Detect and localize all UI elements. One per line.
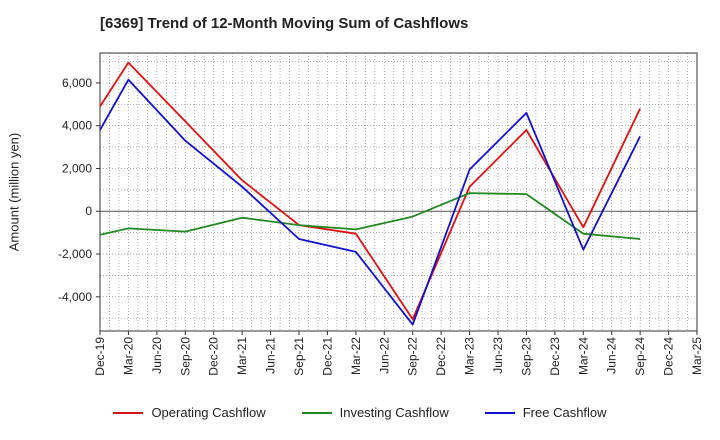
x-tick-label: Dec-20 [207,337,221,376]
series-line-investing [99,192,641,240]
x-tick-label: Dec-21 [320,337,334,376]
x-tick-label: Sep-24 [633,337,647,376]
legend-item-free: Free Cashflow [484,405,607,420]
legend-item-operating: Operating Cashflow [113,405,266,420]
legend-item-investing: Investing Cashflow [301,405,449,420]
x-tick-label: Jun-21 [264,337,278,374]
x-tick-label: Sep-23 [519,337,533,376]
chart-legend: Operating Cashflow Investing Cashflow Fr… [0,405,720,420]
x-tick-label: Mar-22 [349,337,363,375]
y-tick-label: 2,000 [62,161,92,175]
legend-label-free: Free Cashflow [522,405,607,420]
x-tick-label: Mar-25 [690,337,704,375]
x-tick-label: Jun-24 [605,337,619,374]
series-line-free [99,78,641,326]
x-tick-label: Sep-21 [292,337,306,376]
x-tick-label: Jun-22 [377,337,391,374]
y-tick-label: 0 [85,204,92,218]
legend-swatch-investing [301,411,332,414]
x-tick-label: Sep-20 [178,337,192,376]
chart-title: [6369] Trend of 12-Month Moving Sum of C… [100,15,469,32]
x-tick-label: Sep-22 [406,337,420,376]
x-tick-label: Dec-23 [548,337,562,376]
legend-label-operating: Operating Cashflow [151,405,266,420]
x-tick-label: Dec-22 [434,337,448,376]
legend-label-investing: Investing Cashflow [339,405,449,420]
x-tick-label: Dec-19 [93,337,107,376]
x-tick-label: Jun-20 [150,337,164,374]
x-tick-label: Mar-24 [576,337,590,375]
series-line-operating [99,61,641,321]
y-tick-label: -4,000 [58,290,92,304]
y-tick-label: 4,000 [62,119,92,133]
legend-swatch-operating [113,411,144,414]
x-tick-label: Mar-23 [463,337,477,375]
x-tick-label: Mar-21 [235,337,249,375]
x-tick-label: Mar-20 [121,337,135,375]
y-tick-label: -2,000 [58,247,92,261]
plot-frame [99,52,698,332]
x-tick-label: Dec-24 [662,337,676,376]
y-tick-label: 6,000 [62,76,92,90]
x-tick-label: Jun-23 [491,337,505,374]
legend-swatch-free [484,411,515,414]
